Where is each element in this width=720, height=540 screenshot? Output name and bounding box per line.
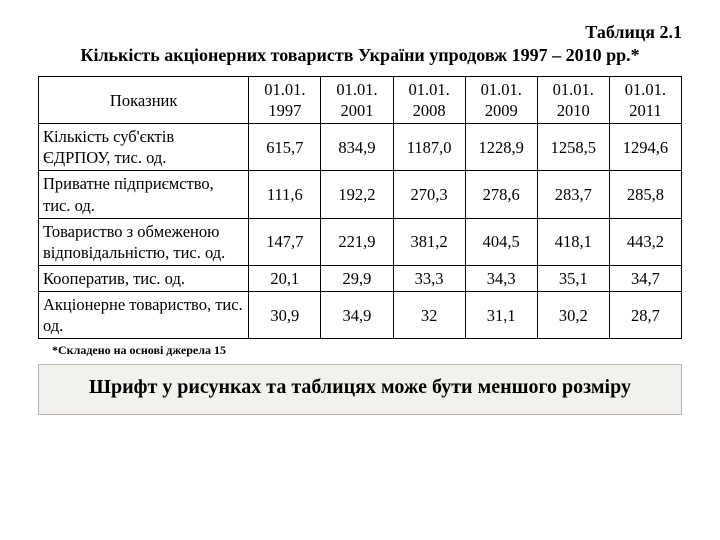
row-label: Кількість суб'єктів ЄДРПОУ, тис. од. (39, 124, 249, 171)
col-header-2001: 01.01. 2001 (321, 77, 393, 124)
page: Таблиця 2.1 Кількість акціонерних товари… (0, 0, 720, 415)
table-row: Кооператив, тис. од. 20,1 29,9 33,3 34,3… (39, 265, 682, 291)
row-label: Приватне підприємство, тис. од. (39, 171, 249, 218)
cell: 278,6 (465, 171, 537, 218)
cell: 443,2 (609, 218, 681, 265)
col-header-2008: 01.01. 2008 (393, 77, 465, 124)
cell: 404,5 (465, 218, 537, 265)
cell: 270,3 (393, 171, 465, 218)
table-number: Таблиця 2.1 (38, 22, 682, 43)
cell: 615,7 (249, 124, 321, 171)
cell: 30,9 (249, 291, 321, 338)
row-label: Акціонерне товариство, тис. од. (39, 291, 249, 338)
cell: 147,7 (249, 218, 321, 265)
col-header-1997: 01.01. 1997 (249, 77, 321, 124)
cell: 381,2 (393, 218, 465, 265)
col-header-2011: 01.01. 2011 (609, 77, 681, 124)
col-header-2010: 01.01. 2010 (537, 77, 609, 124)
cell: 29,9 (321, 265, 393, 291)
cell: 31,1 (465, 291, 537, 338)
table-caption: Кількість акціонерних товариств України … (38, 45, 682, 66)
row-label: Товариство з обмеженою відповідальністю,… (39, 218, 249, 265)
table-footnote: *Складено на основі джерела 15 (38, 343, 682, 358)
cell: 34,9 (321, 291, 393, 338)
note-text: Шрифт у рисунках та таблицях може бути м… (47, 375, 673, 400)
cell: 32 (393, 291, 465, 338)
table-row: Приватне підприємство, тис. од. 111,6 19… (39, 171, 682, 218)
data-table: Показник 01.01. 1997 01.01. 2001 01.01. … (38, 76, 682, 339)
cell: 34,3 (465, 265, 537, 291)
cell: 28,7 (609, 291, 681, 338)
cell: 1187,0 (393, 124, 465, 171)
cell: 834,9 (321, 124, 393, 171)
cell: 111,6 (249, 171, 321, 218)
cell: 1228,9 (465, 124, 537, 171)
row-label: Кооператив, тис. од. (39, 265, 249, 291)
cell: 33,3 (393, 265, 465, 291)
table-header-row: Показник 01.01. 1997 01.01. 2001 01.01. … (39, 77, 682, 124)
table-row: Товариство з обмеженою відповідальністю,… (39, 218, 682, 265)
cell: 34,7 (609, 265, 681, 291)
table-row: Акціонерне товариство, тис. од. 30,9 34,… (39, 291, 682, 338)
col-header-indicator: Показник (39, 77, 249, 124)
cell: 283,7 (537, 171, 609, 218)
table-row: Кількість суб'єктів ЄДРПОУ, тис. од. 615… (39, 124, 682, 171)
cell: 35,1 (537, 265, 609, 291)
note-box: Шрифт у рисунках та таблицях може бути м… (38, 364, 682, 415)
cell: 30,2 (537, 291, 609, 338)
cell: 192,2 (321, 171, 393, 218)
cell: 1258,5 (537, 124, 609, 171)
cell: 418,1 (537, 218, 609, 265)
cell: 285,8 (609, 171, 681, 218)
cell: 221,9 (321, 218, 393, 265)
cell: 20,1 (249, 265, 321, 291)
cell: 1294,6 (609, 124, 681, 171)
col-header-2009: 01.01. 2009 (465, 77, 537, 124)
